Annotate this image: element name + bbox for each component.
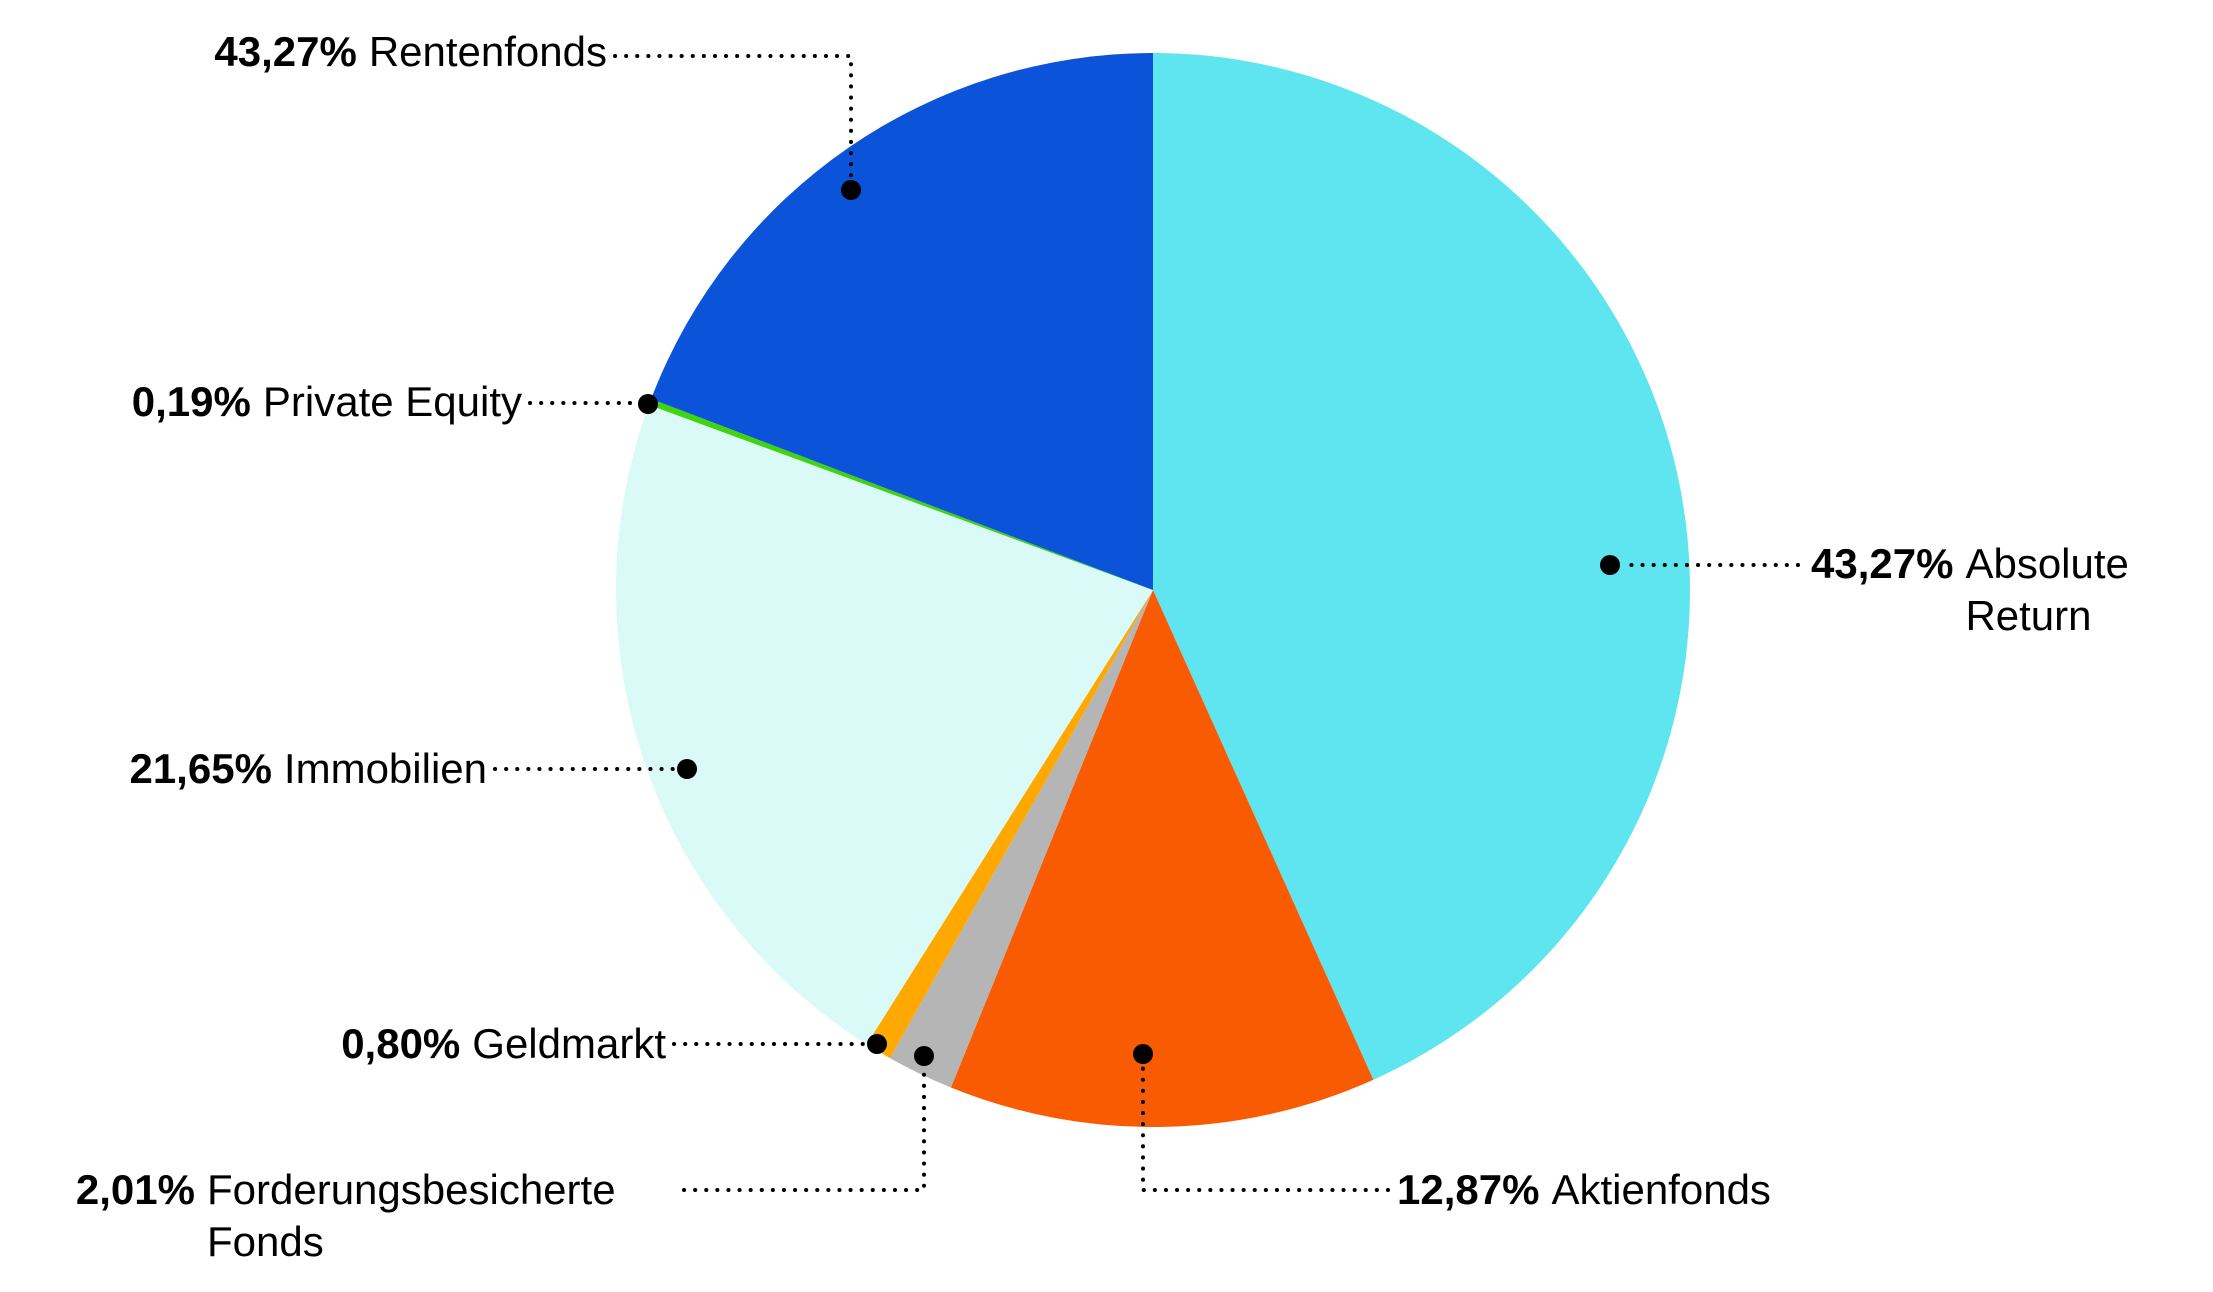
pie-slices bbox=[616, 53, 1690, 1127]
label-aktienfonds-name: Aktienfonds bbox=[1551, 1166, 1771, 1213]
label-geldmarkt-percent: 0,80% bbox=[341, 1020, 461, 1067]
label-geldmarkt: 0,80% Geldmarkt bbox=[341, 1018, 666, 1070]
pie-slice-immobilien bbox=[616, 404, 1153, 1045]
pie-slice-absolute-return bbox=[1153, 53, 1690, 1080]
label-private-equity-name: Private Equity bbox=[262, 378, 522, 425]
label-rentenfonds: 43,27% Rentenfonds bbox=[214, 26, 607, 78]
label-private-equity-percent: 0,19% bbox=[131, 378, 251, 425]
pie-slice-aktienfonds bbox=[950, 590, 1374, 1127]
dot-geldmarkt bbox=[867, 1034, 887, 1054]
label-immobilien-name: Immobilien bbox=[283, 745, 487, 792]
dot-absolute-return bbox=[1600, 555, 1620, 575]
dot-private-equity bbox=[638, 394, 658, 414]
dot-forderungsbesicherte-fonds bbox=[914, 1046, 934, 1066]
dot-immobilien bbox=[677, 759, 697, 779]
label-immobilien-percent: 21,65% bbox=[129, 745, 272, 792]
dot-rentenfonds bbox=[841, 180, 861, 200]
label-aktienfonds-percent: 12,87% bbox=[1397, 1166, 1540, 1213]
label-private-equity: 0,19% Private Equity bbox=[132, 376, 522, 428]
label-forderungsbesicherte-fonds-name: Forderungsbesicherte Fonds bbox=[207, 1166, 616, 1265]
leader-forderungsbesicherte-fonds bbox=[682, 1066, 926, 1192]
leader-aktienfonds bbox=[1141, 1064, 1390, 1192]
pie-slice-private-equity bbox=[648, 398, 1153, 590]
pie-slice-forderungsbesicherte-fonds bbox=[889, 590, 1153, 1088]
label-forderungsbesicherte-fonds: 2,01% Forderungsbesicherte Fonds bbox=[76, 1164, 677, 1268]
label-rentenfonds-name: Rentenfonds bbox=[368, 28, 607, 75]
dot-aktienfonds bbox=[1133, 1044, 1153, 1064]
pie-slice-rentenfonds bbox=[651, 53, 1153, 590]
label-aktienfonds: 12,87% Aktienfonds bbox=[1397, 1164, 1771, 1216]
label-absolute-return-name: Absolute Return bbox=[1965, 540, 2129, 639]
label-geldmarkt-name: Geldmarkt bbox=[472, 1020, 666, 1067]
pie-slice-geldmarkt bbox=[866, 590, 1153, 1059]
label-absolute-return-percent: 43,27% bbox=[1811, 540, 1954, 587]
label-rentenfonds-percent: 43,27% bbox=[214, 28, 357, 75]
leader-rentenfonds bbox=[613, 54, 853, 180]
label-absolute-return: 43,27% Absolute Return bbox=[1811, 538, 2165, 642]
label-forderungsbesicherte-fonds-percent: 2,01% bbox=[75, 1166, 195, 1213]
label-immobilien: 21,65% Immobilien bbox=[129, 743, 487, 795]
